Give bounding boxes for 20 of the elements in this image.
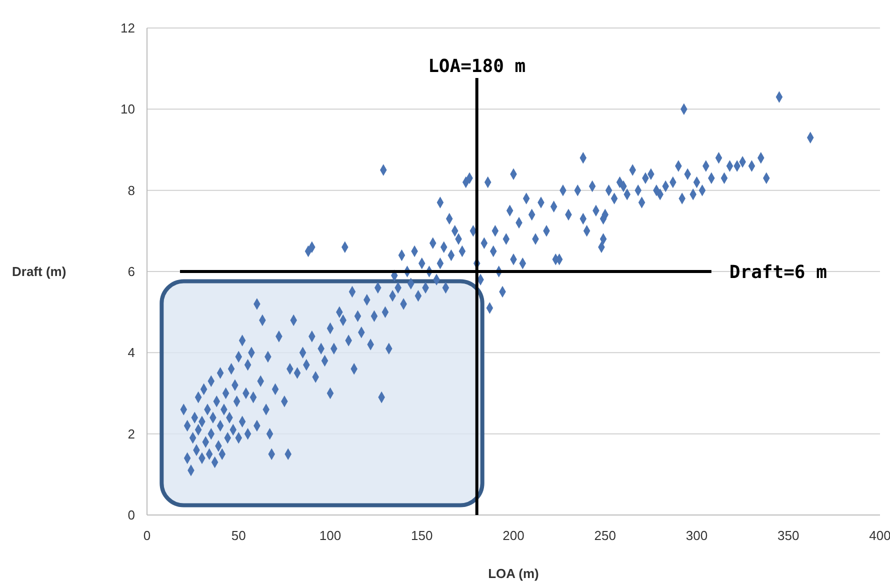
x-axis-title: LOA (m) (488, 566, 539, 581)
y-tick-label: 2 (128, 426, 135, 442)
ref-line-label: Draft=6 m (729, 262, 828, 283)
ref-line-label: LOA=180 m (428, 56, 526, 77)
x-tick-label: 200 (502, 528, 524, 543)
y-tick-label: 4 (128, 345, 135, 360)
y-tick-label: 8 (128, 182, 135, 198)
x-tick-label: 250 (594, 528, 616, 543)
x-tick-label: 400 (869, 528, 890, 543)
y-tick-label: 0 (128, 508, 135, 523)
x-tick-label: 50 (231, 528, 246, 543)
y-axis-title: Draft (m) (12, 264, 66, 280)
y-tick-label: 6 (128, 264, 135, 280)
x-tick-label: 0 (143, 528, 151, 543)
x-tick-label: 100 (319, 528, 342, 543)
y-tick-label: 10 (120, 102, 135, 117)
x-tick-label: 300 (686, 528, 708, 543)
x-tick-label: 350 (778, 528, 800, 543)
x-tick-label: 150 (411, 528, 433, 543)
y-tick-label: 12 (120, 20, 135, 36)
